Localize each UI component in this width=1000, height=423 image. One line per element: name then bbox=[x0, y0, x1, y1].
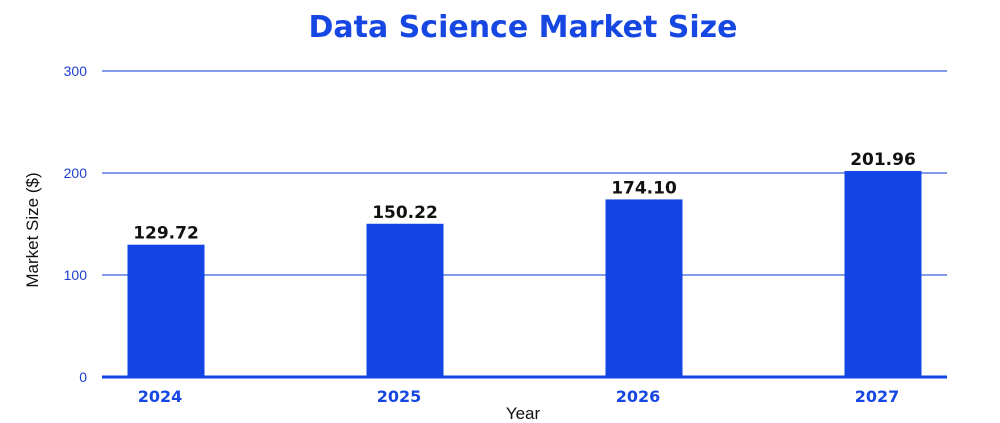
x-tick-label-2026: 2026 bbox=[616, 387, 661, 406]
data-labels: 129.72 150.22 174.10 201.96 bbox=[133, 150, 916, 244]
data-label-2025: 150.22 bbox=[372, 203, 438, 223]
x-tick-label-2027: 2027 bbox=[855, 387, 900, 406]
data-label-2026: 174.10 bbox=[611, 178, 677, 198]
y-tick-label: 300 bbox=[64, 63, 88, 79]
x-tick-label-2024: 2024 bbox=[138, 387, 183, 406]
x-axis-title: Year bbox=[506, 404, 541, 423]
bar-2025 bbox=[366, 223, 444, 377]
data-label-2024: 129.72 bbox=[133, 224, 199, 244]
data-label-2027: 201.96 bbox=[850, 150, 916, 170]
x-tick-labels: 2024 2025 2026 2027 bbox=[138, 387, 900, 406]
y-axis-title: Market Size ($) bbox=[23, 172, 42, 287]
y-tick-label: 100 bbox=[64, 267, 88, 283]
bar-2026 bbox=[605, 199, 683, 377]
y-tick-label: 200 bbox=[64, 165, 88, 181]
grid-lines bbox=[102, 70, 947, 276]
bar-2027 bbox=[844, 171, 922, 377]
y-tick-labels: 0 100 200 300 bbox=[64, 63, 88, 385]
bars bbox=[127, 171, 922, 377]
bar-2024 bbox=[127, 244, 205, 377]
x-tick-label-2025: 2025 bbox=[377, 387, 422, 406]
y-tick-label: 0 bbox=[79, 369, 87, 385]
chart-title: Data Science Market Size bbox=[308, 10, 738, 45]
